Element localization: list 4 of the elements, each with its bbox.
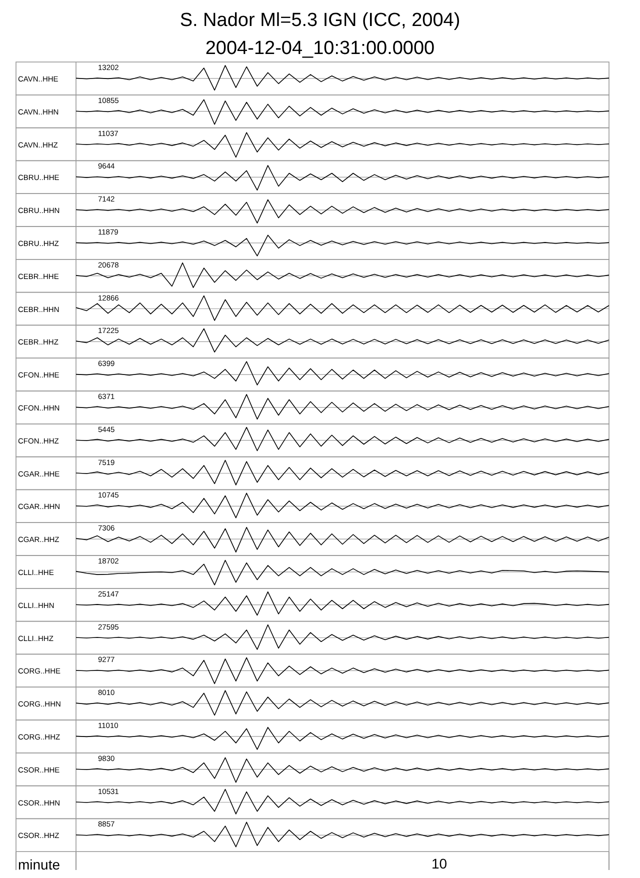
chart-subtitle: 2004-12-04_10:31:00.0000 xyxy=(205,38,435,59)
chart-title: S. Nador Ml=5.3 IGN (ICC, 2004) xyxy=(180,10,460,31)
text: 10 xyxy=(432,856,448,872)
x-axis-title: minute xyxy=(18,856,60,873)
